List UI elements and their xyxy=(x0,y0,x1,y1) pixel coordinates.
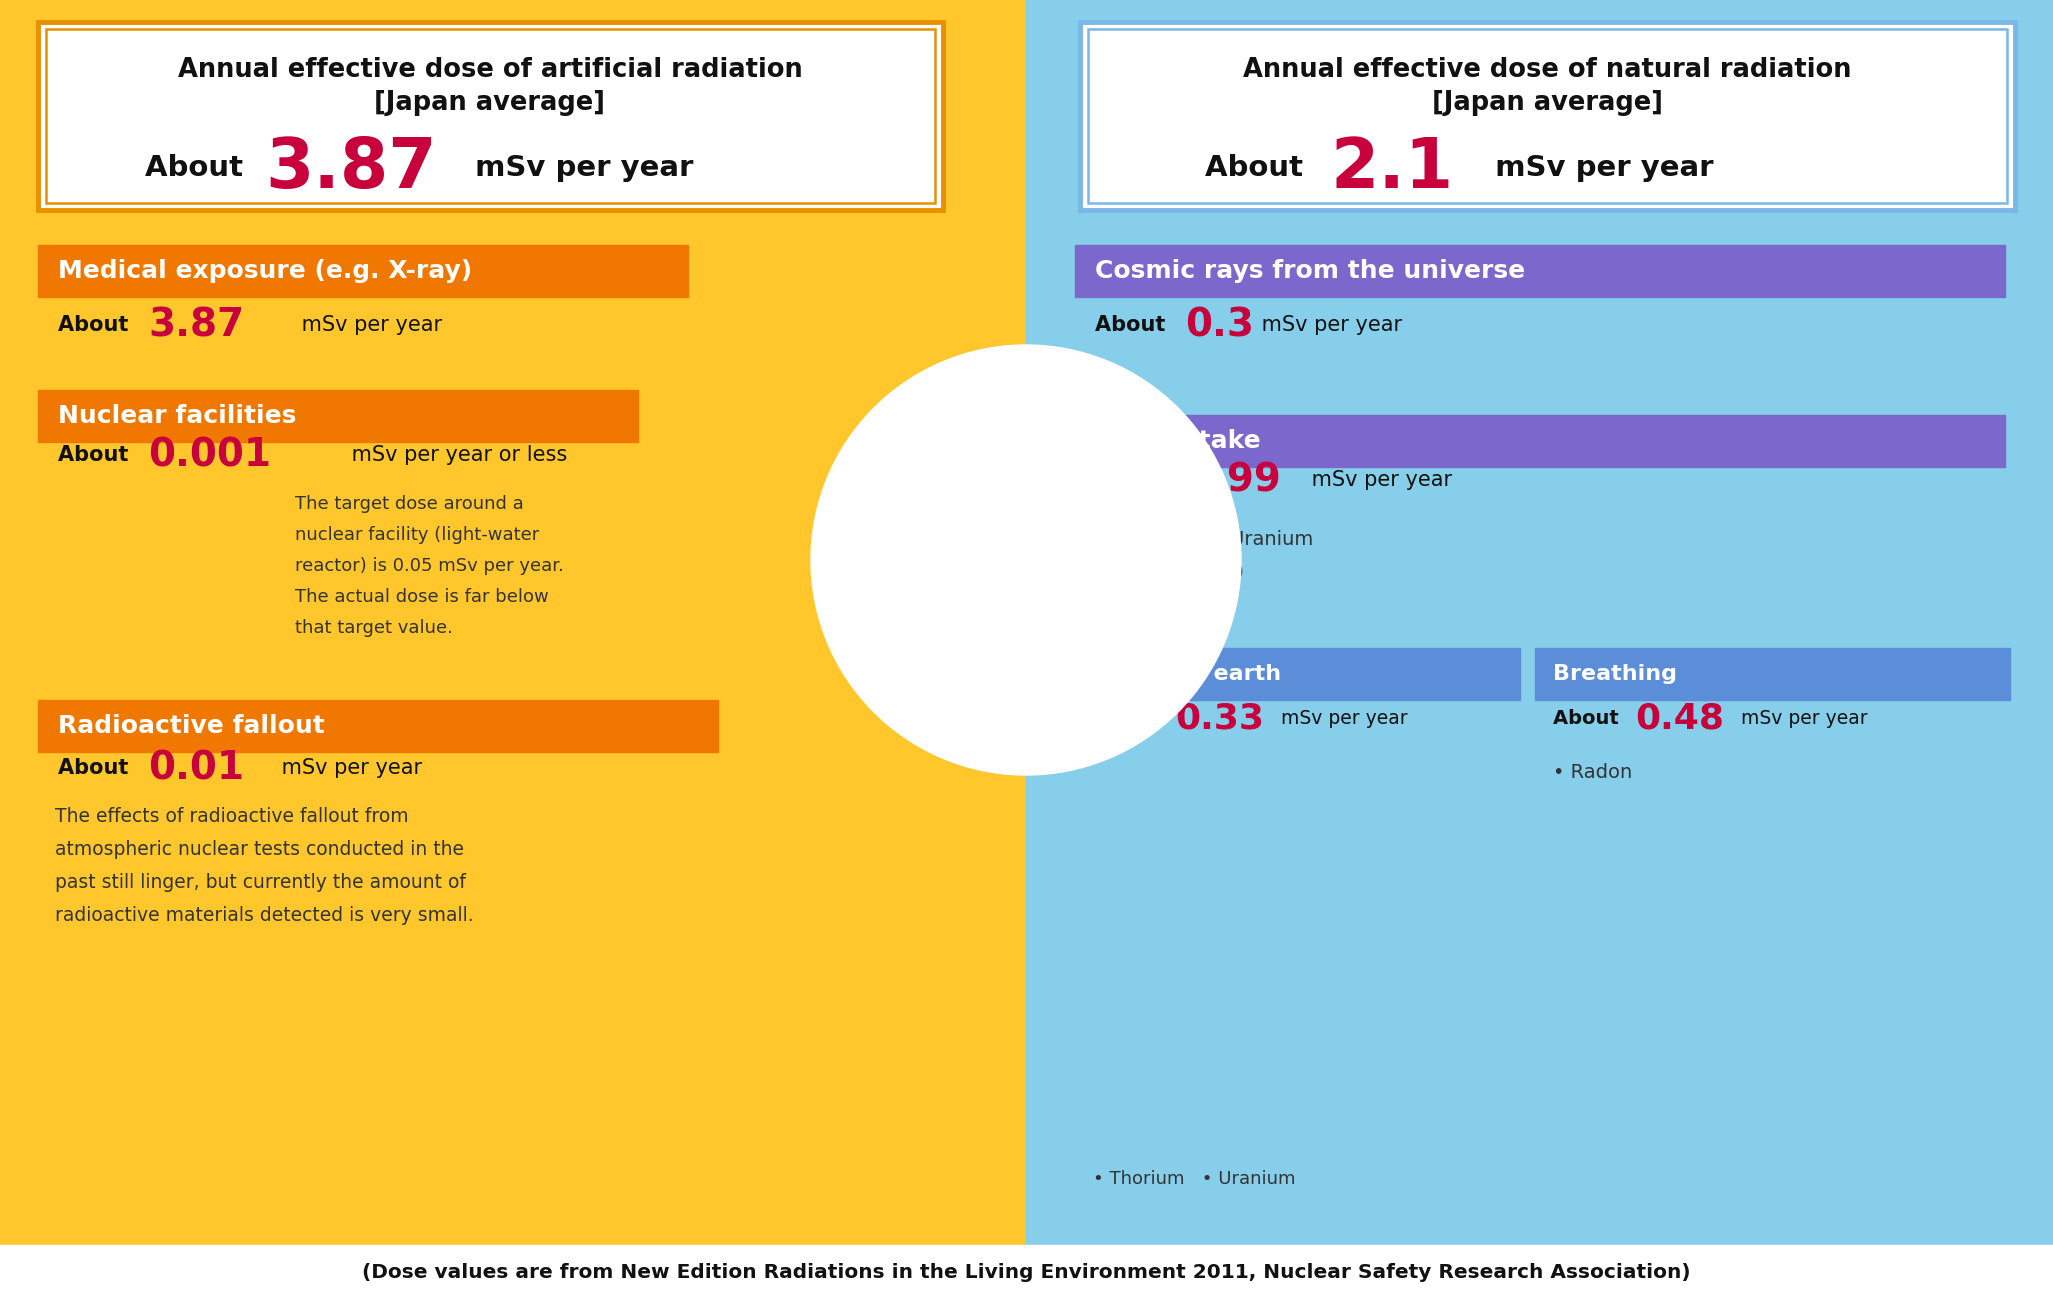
Text: mSv per year: mSv per year xyxy=(1275,708,1408,727)
Text: The target dose around a: The target dose around a xyxy=(296,495,524,513)
Text: mSv per year: mSv per year xyxy=(1254,314,1402,335)
Text: The effects of radioactive fallout from: The effects of radioactive fallout from xyxy=(55,807,409,826)
Text: About: About xyxy=(1092,708,1166,727)
Text: past still linger, but currently the amount of: past still linger, but currently the amo… xyxy=(55,873,466,892)
Text: mSv per year: mSv per year xyxy=(1735,708,1868,727)
Text: • Potassium-40: • Potassium-40 xyxy=(1094,562,1244,582)
Text: Breathing: Breathing xyxy=(1552,664,1677,685)
Circle shape xyxy=(811,346,1240,776)
Bar xyxy=(0,1244,2053,1299)
Text: mSv per year: mSv per year xyxy=(275,759,423,778)
Text: reactor) is 0.05 mSv per year.: reactor) is 0.05 mSv per year. xyxy=(296,557,565,575)
Text: About: About xyxy=(1552,708,1626,727)
Text: 3.87: 3.87 xyxy=(148,307,244,344)
Text: From the earth: From the earth xyxy=(1092,664,1281,685)
Text: About: About xyxy=(1205,155,1314,182)
Text: Radioactive fallout: Radioactive fallout xyxy=(57,714,324,738)
Text: • Radon: • Radon xyxy=(1552,763,1632,782)
Text: mSv per year: mSv per year xyxy=(1306,470,1451,490)
Text: 0.01: 0.01 xyxy=(148,750,244,787)
Bar xyxy=(39,246,688,297)
Text: About: About xyxy=(57,446,135,465)
Text: Cosmic rays from the universe: Cosmic rays from the universe xyxy=(1094,259,1525,283)
Text: About: About xyxy=(57,759,135,778)
Text: atmospheric nuclear tests conducted in the: atmospheric nuclear tests conducted in t… xyxy=(55,840,464,859)
Bar xyxy=(1026,0,2053,1244)
Text: Annual effective dose of artificial radiation: Annual effective dose of artificial radi… xyxy=(179,57,803,83)
Text: • Thorium   • Uranium: • Thorium • Uranium xyxy=(1092,1170,1295,1189)
Text: 0.48: 0.48 xyxy=(1634,701,1725,735)
Bar xyxy=(1076,414,2006,468)
Text: mSv per year: mSv per year xyxy=(296,314,441,335)
Text: mSv per year: mSv per year xyxy=(1474,155,1714,182)
Bar xyxy=(39,700,719,752)
Text: (Dose values are from New Edition Radiations in the Living Environment 2011, Nuc: (Dose values are from New Edition Radiat… xyxy=(361,1263,1690,1282)
Bar xyxy=(1076,648,1519,700)
Text: Food intake: Food intake xyxy=(1094,429,1261,453)
Text: mSv per year: mSv per year xyxy=(464,155,694,182)
Text: 0.33: 0.33 xyxy=(1174,701,1265,735)
Text: • Thorium   • Uranium: • Thorium • Uranium xyxy=(1094,530,1314,549)
Text: About: About xyxy=(1094,314,1172,335)
Text: 0.001: 0.001 xyxy=(148,436,271,474)
Text: Nuclear facilities: Nuclear facilities xyxy=(57,404,296,427)
Text: About: About xyxy=(1094,470,1172,490)
Text: 3.87: 3.87 xyxy=(265,135,437,201)
Text: nuclear facility (light-water: nuclear facility (light-water xyxy=(296,526,540,544)
Text: [Japan average]: [Japan average] xyxy=(374,90,606,116)
FancyBboxPatch shape xyxy=(1080,22,2014,210)
Text: 2.1: 2.1 xyxy=(1330,135,1454,201)
Text: 0.99: 0.99 xyxy=(1185,461,1281,499)
Text: About: About xyxy=(57,314,135,335)
Text: About: About xyxy=(146,155,253,182)
Text: radioactive materials detected is very small.: radioactive materials detected is very s… xyxy=(55,905,474,925)
Text: The actual dose is far below: The actual dose is far below xyxy=(296,588,548,607)
Text: that target value.: that target value. xyxy=(296,620,454,637)
Bar xyxy=(1076,246,2006,297)
Text: mSv per year or less: mSv per year or less xyxy=(345,446,567,465)
Bar xyxy=(39,390,638,442)
Bar xyxy=(0,0,1026,1244)
Text: Annual effective dose of natural radiation: Annual effective dose of natural radiati… xyxy=(1242,57,1852,83)
Bar xyxy=(1536,648,2010,700)
Text: 0.3: 0.3 xyxy=(1185,307,1254,344)
Text: [Japan average]: [Japan average] xyxy=(1431,90,1663,116)
FancyBboxPatch shape xyxy=(39,22,942,210)
Text: Medical exposure (e.g. X-ray): Medical exposure (e.g. X-ray) xyxy=(57,259,472,283)
